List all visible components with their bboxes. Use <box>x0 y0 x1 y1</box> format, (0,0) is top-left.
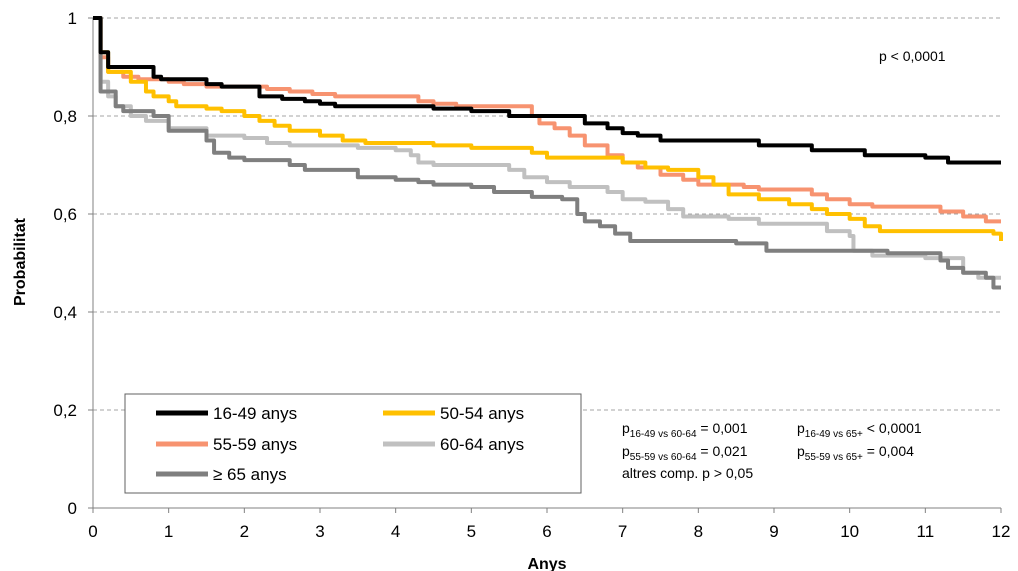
legend-label-55-59-anys: 55-59 anys <box>213 435 297 454</box>
x-tick-label: 10 <box>840 522 859 541</box>
gridlines <box>93 17 1001 411</box>
legend: 16-49 anys 50-54 anys 55-59 anys 60-64 anys… <box>156 404 524 484</box>
x-axis-title: Anys <box>527 556 566 571</box>
x-tick-label: 1 <box>164 522 173 541</box>
x-tick-label: 2 <box>240 522 249 541</box>
legend-label-16-49-anys: 16-49 anys <box>213 404 297 423</box>
x-tick-label: 8 <box>694 522 703 541</box>
x-tick-labels: 0 1 2 3 4 5 6 7 8 9 10 11 12 <box>88 508 1010 541</box>
y-tick-label: 0 <box>68 499 77 518</box>
series-lines <box>93 16 1003 290</box>
pairwise-p-values: p16-49 vs 60-64 = 0,001 p16-49 vs 65+ < 0… <box>622 420 922 463</box>
pairwise-p-value: p16-49 vs 65+ < 0,0001 <box>797 420 922 440</box>
x-tick-label: 4 <box>391 522 400 541</box>
legend-label-60-64-anys: 60-64 anys <box>440 435 524 454</box>
x-tick-label: 11 <box>917 522 935 541</box>
x-tick-label: 5 <box>467 522 476 541</box>
series-line-60-64-anys <box>93 16 1001 280</box>
x-tick-label: 6 <box>542 522 551 541</box>
y-tick-label: 0,6 <box>53 205 77 224</box>
y-tick-label: 0,4 <box>53 303 77 322</box>
series-line-55-59-anys <box>93 16 1001 224</box>
series-line-65-anys <box>93 16 1001 290</box>
pairwise-p-value: p55-59 vs 65+ = 0,004 <box>797 443 914 463</box>
series-line-16-49-anys <box>93 16 1001 165</box>
x-tick-label: 0 <box>88 522 97 541</box>
legend-label-50-54-anys: 50-54 anys <box>440 404 524 423</box>
y-tick-label: 0,2 <box>53 401 77 420</box>
y-tick-labels: 0 0,2 0,4 0,6 0,8 1 <box>53 9 93 518</box>
x-tick-label: 9 <box>769 522 778 541</box>
y-tick-label: 1 <box>68 9 77 28</box>
p-value-overall: p < 0,0001 <box>879 48 946 64</box>
y-axis-title: Probabilitat <box>12 217 29 306</box>
legend-label-65-anys: ≥ 65 anys <box>213 465 287 484</box>
pairwise-p-value: p55-59 vs 60-64 = 0,021 <box>622 443 748 463</box>
series-line-50-54-anys <box>93 16 1003 241</box>
x-tick-label: 7 <box>618 522 627 541</box>
pairwise-p-value: p16-49 vs 60-64 = 0,001 <box>622 420 748 440</box>
x-tick-label: 3 <box>315 522 324 541</box>
y-tick-label: 0,8 <box>53 107 77 126</box>
p-values-other: altres comp. p > 0,05 <box>622 465 753 481</box>
x-tick-label: 12 <box>992 522 1011 541</box>
